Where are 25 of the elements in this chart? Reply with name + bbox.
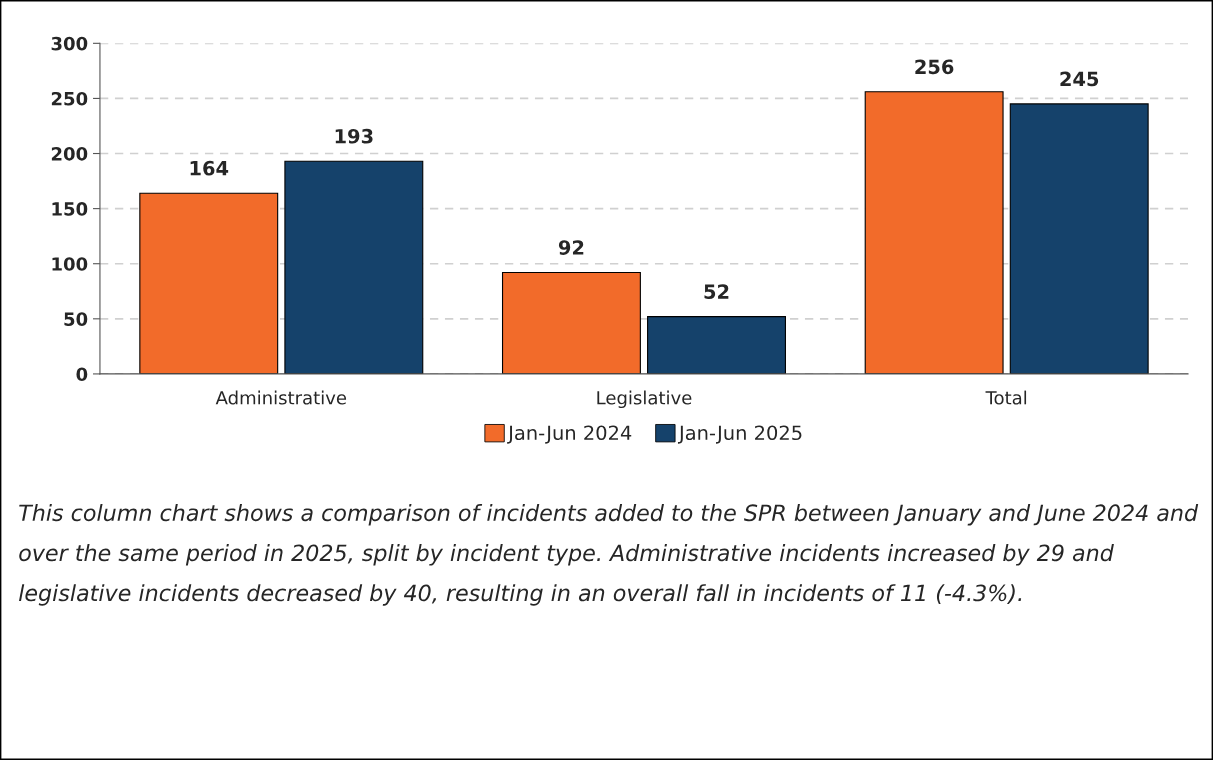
x-tick-label: Total: [985, 390, 1027, 405]
bar: [864, 91, 1004, 374]
data-label: 92: [558, 240, 584, 255]
y-tick-label: 150: [52, 202, 88, 216]
legend-label: Jan-Jun 2024: [507, 425, 632, 444]
x-tick-label: Legislative: [597, 390, 692, 409]
y-tick-label: 300: [51, 36, 88, 51]
y-tick-label: 0: [76, 367, 88, 382]
legend-label: Jan-Jun 2025: [677, 425, 802, 444]
bar: [284, 160, 424, 374]
bar: [139, 192, 279, 374]
bar: [647, 316, 786, 374]
text: This column chart shows a comparison of incidents added to the SPR between January and June 2024 and over the same period in 2025, split by incident type. Administrative incidents increased by 29 and legislative incidents decreased by 40, resulting in an overall fall in incidents of 11 (-4.3%).: [18, 503, 1199, 606]
bar: [501, 271, 641, 374]
data-label: 245: [1060, 71, 1099, 87]
y-tick-label: 250: [51, 91, 88, 106]
y-tick-label: 100: [52, 257, 88, 271]
data-label: 193: [335, 128, 373, 144]
data-label: 52: [704, 284, 729, 299]
data-label: 256: [915, 59, 954, 75]
y-tick-label: 50: [64, 312, 88, 326]
y-tick-label: 200: [51, 146, 88, 161]
data-label: 164: [190, 160, 229, 176]
x-tick-label: Administrative: [215, 390, 347, 405]
bar: [1009, 103, 1149, 374]
